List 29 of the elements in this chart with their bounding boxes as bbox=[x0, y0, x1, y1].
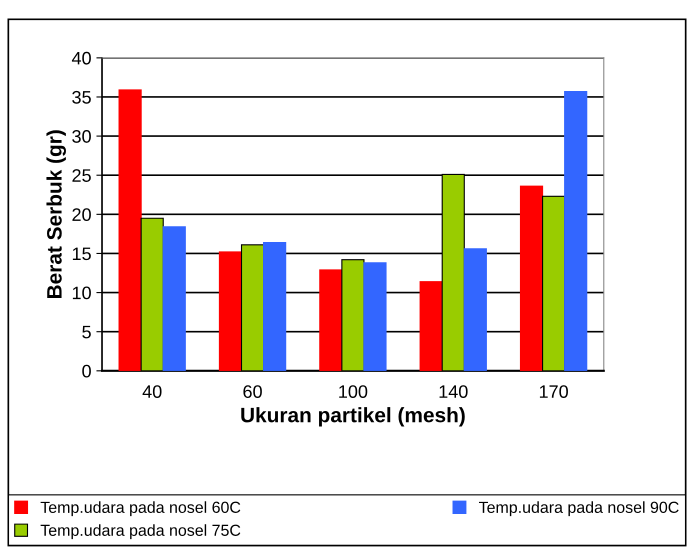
y-tick-label: 35 bbox=[72, 90, 91, 104]
legend-label: Temp.udara pada nosel 75C bbox=[40, 524, 240, 540]
y-tick-label: 20 bbox=[72, 208, 91, 222]
x-tick-label: 140 bbox=[440, 385, 468, 398]
y-tick-label: 0 bbox=[82, 364, 91, 378]
bar bbox=[118, 89, 142, 371]
y-tick-label: 25 bbox=[72, 169, 91, 182]
x-tick-label: 100 bbox=[339, 385, 368, 398]
bar bbox=[464, 248, 487, 371]
bar bbox=[564, 90, 588, 371]
bar bbox=[420, 281, 443, 371]
y-tick-label: 5 bbox=[82, 326, 91, 338]
x-tick-label: 60 bbox=[243, 385, 262, 398]
y-tick-label: 10 bbox=[72, 286, 91, 300]
y-axis-title: Berat Serbuk (gr) bbox=[46, 130, 66, 298]
y-tick-label: 40 bbox=[72, 52, 91, 65]
y-tick-label: 30 bbox=[72, 130, 91, 143]
legend-label: Temp.udara pada nosel 60C bbox=[40, 501, 240, 516]
bar bbox=[520, 186, 544, 371]
legend-label: Temp.udara pada nosel 90C bbox=[478, 501, 679, 516]
x-tick-label: 170 bbox=[540, 385, 568, 398]
bar bbox=[319, 269, 342, 371]
x-tick-label: 40 bbox=[142, 385, 162, 398]
x-axis-title: Ukuran partikel (mesh) bbox=[241, 407, 465, 427]
bar bbox=[363, 262, 387, 371]
y-tick-label: 15 bbox=[72, 248, 91, 260]
bar bbox=[162, 226, 186, 371]
bar bbox=[263, 242, 286, 371]
bar bbox=[218, 251, 242, 371]
